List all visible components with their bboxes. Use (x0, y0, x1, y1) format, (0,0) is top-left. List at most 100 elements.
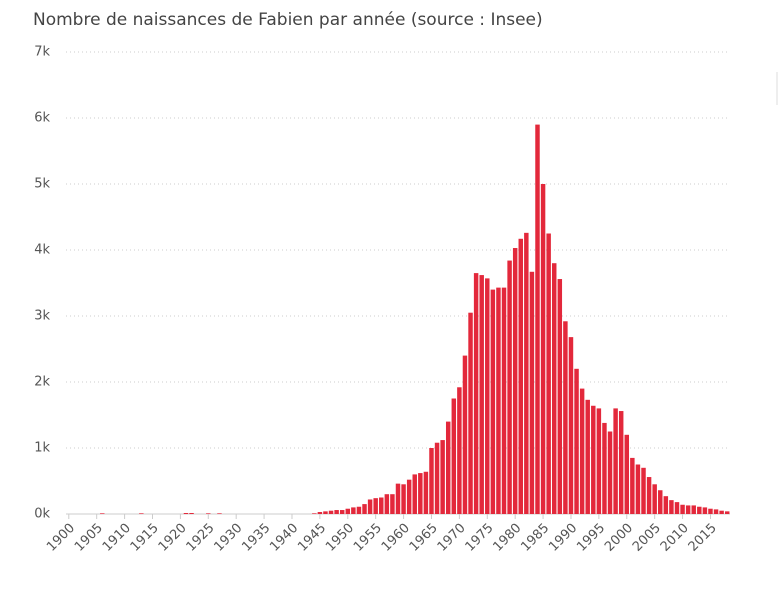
bar (312, 513, 317, 514)
bar (713, 509, 719, 514)
bar (607, 431, 613, 514)
bar (529, 271, 535, 514)
bar (552, 263, 557, 514)
x-tick-label: 1905 (72, 521, 106, 555)
bar (512, 248, 518, 514)
bar (351, 507, 356, 514)
x-tick-label: 1975 (463, 521, 497, 555)
bar (473, 273, 479, 514)
x-tick-label: 1955 (351, 521, 385, 555)
bar (501, 287, 507, 514)
bar (406, 479, 412, 514)
y-tick-label: 0k (34, 507, 50, 522)
bar (379, 497, 384, 514)
bar (395, 483, 401, 514)
bar (440, 440, 445, 514)
bar (317, 512, 323, 514)
y-tick-label: 5k (34, 177, 50, 192)
x-tick-label: 1915 (128, 521, 162, 555)
bar (574, 368, 579, 514)
bar (334, 510, 339, 514)
bar (669, 500, 674, 514)
bar (429, 448, 434, 514)
bar (418, 473, 423, 514)
bar (434, 442, 440, 514)
bar (658, 490, 663, 514)
x-tick-label: 1900 (44, 521, 78, 555)
bar (674, 502, 680, 514)
bar (596, 408, 602, 514)
x-tick-label: 1940 (267, 521, 301, 555)
y-tick-label: 3k (34, 309, 50, 324)
x-tick-label: 1965 (407, 521, 441, 555)
bar (217, 513, 222, 514)
bar (568, 337, 574, 514)
bar (652, 484, 657, 514)
bar (641, 467, 646, 514)
bar (540, 184, 546, 514)
x-tick-label: 1930 (211, 521, 245, 555)
y-tick-label: 6k (34, 111, 50, 126)
bar (635, 464, 641, 514)
bar (356, 506, 362, 514)
bar (206, 513, 211, 514)
bar (367, 499, 373, 514)
bar (189, 513, 194, 514)
x-tick-label: 1920 (156, 521, 190, 555)
bar (339, 510, 345, 514)
bar (457, 387, 462, 514)
bar (423, 471, 429, 514)
bar (412, 474, 417, 514)
bar (546, 233, 551, 514)
bar (697, 506, 702, 514)
bar (702, 507, 708, 514)
bar (563, 321, 568, 514)
bar (485, 278, 490, 514)
bar (613, 408, 618, 514)
x-tick-label: 1950 (323, 521, 357, 555)
bar (624, 434, 630, 514)
x-tick-label: 2010 (658, 521, 692, 555)
bar (579, 388, 585, 514)
bar (390, 494, 395, 514)
bar (328, 510, 334, 514)
x-tick-label: 1960 (379, 521, 413, 555)
x-tick-label: 1985 (518, 521, 552, 555)
x-tick-label: 1980 (490, 521, 524, 555)
bar (602, 422, 607, 514)
bar (535, 124, 540, 514)
bar (183, 513, 189, 514)
x-tick-label: 1995 (574, 521, 608, 555)
bar (362, 504, 367, 514)
bar (451, 398, 457, 514)
x-tick-label: 1970 (435, 521, 469, 555)
bar (591, 405, 596, 514)
bar (518, 238, 523, 514)
bar (462, 355, 468, 514)
bar (630, 457, 635, 514)
x-tick-label: 2015 (686, 521, 720, 555)
y-tick-label: 1k (34, 441, 50, 456)
x-tick-label: 1945 (295, 521, 329, 555)
bar (663, 496, 669, 514)
bar (685, 505, 691, 514)
bar (585, 399, 590, 514)
x-tick-label: 2005 (630, 521, 664, 555)
bar (496, 287, 501, 514)
bar (618, 411, 624, 514)
chart-title: Nombre de naissances de Fabien par année… (33, 10, 543, 30)
bar (708, 508, 713, 514)
y-tick-label: 4k (34, 243, 50, 258)
bar (691, 505, 696, 514)
bar (468, 312, 473, 514)
bar (345, 508, 351, 514)
x-tick-label: 2000 (602, 521, 636, 555)
bar (490, 289, 496, 514)
bar (384, 494, 390, 514)
bar (479, 275, 484, 514)
bar (507, 260, 512, 514)
x-tick-label: 1935 (239, 521, 273, 555)
bar (680, 504, 685, 514)
bar (139, 513, 144, 514)
